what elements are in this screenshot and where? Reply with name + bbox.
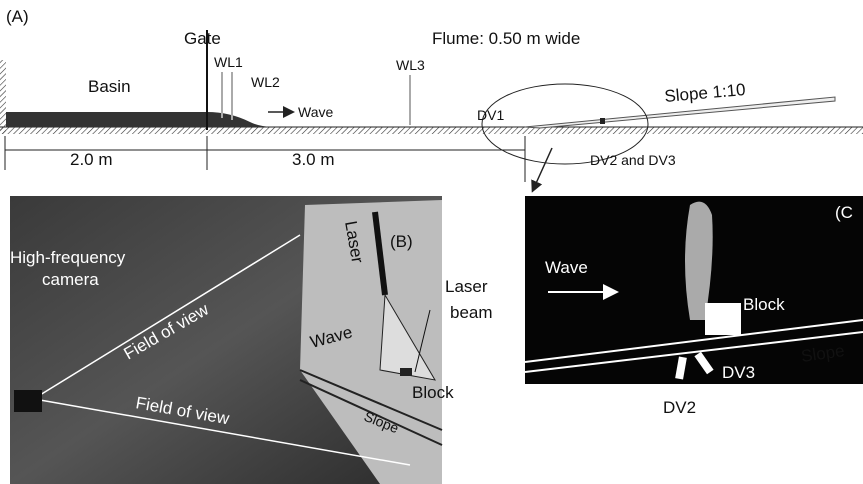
block-label: Block — [743, 295, 785, 314]
laser-beam-label: Laser — [445, 277, 488, 296]
camera-label: camera — [42, 270, 99, 289]
slope-label: Slope 1:10 — [664, 80, 747, 106]
flume-floor — [0, 127, 863, 134]
block — [705, 303, 741, 335]
block — [600, 118, 605, 124]
gauge-label: WL2 — [251, 74, 280, 90]
dv2-label: DV2 — [663, 398, 696, 417]
zoom-arrow — [533, 148, 552, 190]
dimension-label: 3.0 m — [292, 150, 335, 169]
camera-label: High-frequency — [10, 248, 126, 267]
gauge-label: WL1 — [214, 54, 243, 70]
basin-water — [6, 112, 275, 127]
laser-beam-label: beam — [450, 303, 493, 322]
panel-a: (A) Gate Flume: 0.50 m wide Basin WL1 WL… — [0, 7, 863, 190]
dv-label: DV2 and DV3 — [590, 152, 676, 168]
gauge-label: WL3 — [396, 57, 425, 73]
panel-label: (C — [835, 203, 853, 222]
dimension-label: 2.0 m — [70, 150, 113, 169]
basin-label: Basin — [88, 77, 131, 96]
gate-label: Gate — [184, 29, 221, 48]
wave-label: Wave — [298, 104, 333, 120]
block-label: Block — [412, 383, 454, 402]
panel-c: (C Wave Block Slope DV3 DV2 — [525, 196, 863, 417]
panel-b: High-frequency camera Field of view Fiel… — [10, 196, 493, 484]
flume-label: Flume: 0.50 m wide — [432, 29, 580, 48]
block — [400, 368, 412, 376]
panel-label: (A) — [6, 7, 29, 26]
basin-wall — [0, 60, 6, 134]
dv3-label: DV3 — [722, 363, 755, 382]
figure: (A) Gate Flume: 0.50 m wide Basin WL1 WL… — [0, 0, 863, 484]
wave-label: Wave — [545, 258, 588, 277]
camera — [14, 390, 42, 412]
panel-label: (B) — [390, 232, 413, 251]
dv1-label: DV1 — [477, 107, 504, 123]
